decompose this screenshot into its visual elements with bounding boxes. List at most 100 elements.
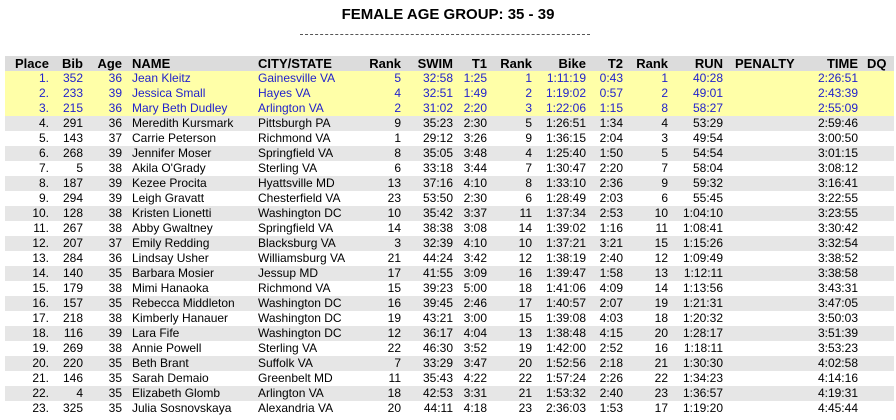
table-cell: 4 [661,116,668,130]
table-cell: 21 [654,356,668,370]
table-cell: 35 [108,401,122,415]
table-cell: 6 [394,161,401,175]
row-band [5,401,894,416]
table-cell: 58:27 [692,101,723,115]
table-cell: 53:29 [692,116,723,130]
table-cell: 2:36:03 [545,401,586,415]
table-cell: Annie Powell [132,341,202,355]
row-band [5,131,894,146]
column-header: Rank [369,56,401,71]
table-cell: Richmond VA [258,131,331,145]
column-header: T1 [471,56,487,71]
table-cell: 7. [38,161,49,175]
table-cell: 12 [518,251,532,265]
table-cell: 3:00 [463,311,487,325]
table-cell: 1:39:08 [545,311,586,325]
table-cell: 1:13:56 [682,281,723,295]
table-cell: 1. [38,71,49,85]
column-header: T2 [607,56,623,71]
title-underline [300,34,590,35]
table-cell: 1:25:40 [545,146,586,160]
table-cell: 2:59:46 [817,116,858,130]
table-cell: 35:23 [422,116,453,130]
table-cell: Richmond VA [258,281,331,295]
row-band [5,146,894,161]
table-cell: 294 [62,191,83,205]
table-cell: Washington DC [258,326,342,340]
table-cell: 1:39:47 [545,266,586,280]
table-cell: 2:26:51 [817,71,858,85]
table-cell: 17 [387,266,401,280]
table-cell: 1:18:11 [683,341,723,355]
table-cell: 1:15 [599,101,623,115]
table-cell: 11. [33,221,49,235]
table-cell: 10. [32,206,49,220]
table-cell: 3:30:42 [817,221,858,235]
table-cell: 3:00:50 [817,131,858,145]
table-cell: 19 [654,296,668,310]
table-cell: Elizabeth Glomb [132,386,221,400]
table-cell: 233 [62,86,83,100]
table-cell: 1:11:19 [546,71,586,85]
table-cell: Mary Beth Dudley [132,101,228,115]
table-cell: 1:36:15 [545,131,586,145]
table-cell: Jennifer Moser [132,146,212,160]
table-cell: Jessup MD [258,266,319,280]
table-cell: 2:03 [599,191,623,205]
table-cell: Washington DC [258,206,342,220]
table-cell: 4:04 [463,326,487,340]
table-cell: 1:50 [599,146,623,160]
table-cell: 43:21 [422,311,453,325]
table-cell: 36 [108,71,122,85]
table-cell: 39 [108,176,122,190]
table-cell: 325 [62,401,83,415]
table-cell: Arlington VA [258,101,324,115]
table-cell: 268 [62,146,83,160]
table-cell: 19 [518,341,532,355]
table-cell: 46:30 [422,341,453,355]
table-cell: 38 [108,341,122,355]
table-cell: 2 [661,86,668,100]
table-cell: 49:01 [692,86,723,100]
table-cell: 32:39 [422,236,453,250]
table-cell: 15 [654,236,668,250]
row-band [5,266,894,281]
table-cell: 10 [387,206,401,220]
table-cell: 20 [387,401,401,415]
table-cell: 36 [108,101,122,115]
table-cell: 2:40 [599,251,623,265]
table-cell: 179 [62,281,83,295]
table-cell: 1:37:34 [545,206,586,220]
column-header: TIME [826,56,858,71]
table-cell: Hayes VA [258,86,311,100]
row-band [5,191,894,206]
table-cell: 3:53:23 [817,341,858,355]
table-cell: 4:02:58 [817,356,858,370]
row-band [5,356,894,371]
row-band [5,71,894,86]
table-cell: 22 [387,341,401,355]
table-cell: 8. [38,176,49,190]
table-cell: 3:48 [463,146,487,160]
column-header: Rank [500,56,532,71]
row-band [5,311,894,326]
table-cell: 23 [387,191,401,205]
table-cell: Alexandria VA [258,401,334,415]
table-cell: 1:30:47 [545,161,586,175]
table-cell: 19. [32,341,49,355]
table-cell: 14 [518,221,532,235]
table-cell: 5 [525,116,532,130]
table-cell: 5 [76,161,83,175]
table-cell: 21 [518,386,532,400]
table-cell: 1:21:31 [682,296,723,310]
table-cell: Lindsay Usher [132,251,209,265]
row-band [5,341,894,356]
table-cell: 18 [654,311,668,325]
table-cell: 4 [394,86,401,100]
table-cell: 3:23:55 [817,206,858,220]
table-cell: 3:44 [463,161,487,175]
table-cell: 37:16 [422,176,453,190]
table-cell: 42:53 [422,386,453,400]
table-cell: 3:47 [463,356,487,370]
table-cell: 1:37:21 [545,236,586,250]
